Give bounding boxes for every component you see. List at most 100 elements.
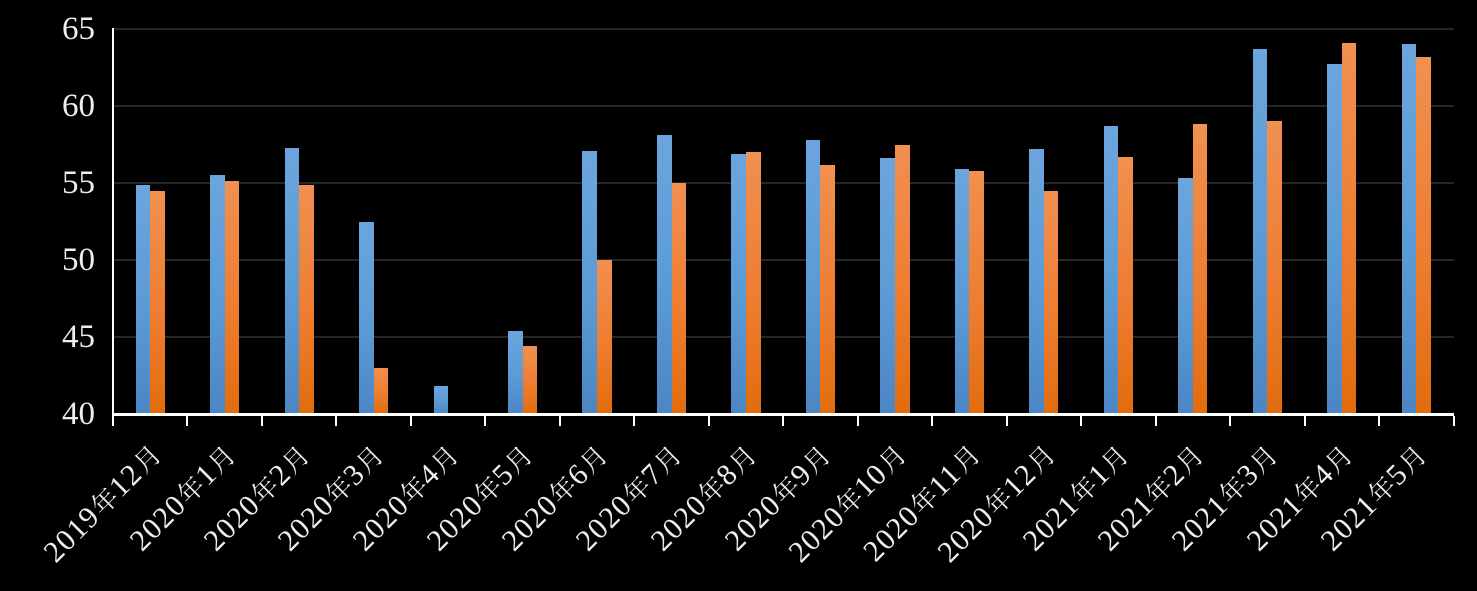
bar-series-orange bbox=[1341, 42, 1357, 414]
glyph-yue bbox=[1177, 446, 1202, 475]
x-axis-label: 20208 bbox=[644, 437, 765, 558]
x-axis-tick bbox=[335, 415, 338, 426]
glyph-nian bbox=[773, 476, 798, 502]
bar-series-orange bbox=[224, 181, 240, 414]
y-axis-label: 50 bbox=[62, 241, 95, 278]
x-axis-label: 20212 bbox=[1091, 437, 1212, 558]
bar-series-blue bbox=[1327, 64, 1342, 414]
glyph-yue bbox=[1326, 446, 1351, 475]
y-axis-label: 55 bbox=[62, 164, 95, 201]
glyph-nian bbox=[911, 486, 936, 512]
y-axis-label: 65 bbox=[62, 10, 95, 47]
bar-series-orange bbox=[1267, 121, 1282, 414]
bar-series-orange bbox=[1416, 56, 1431, 414]
x-axis-tick bbox=[186, 415, 189, 426]
glyph-yue bbox=[1251, 446, 1277, 475]
x-axis-label: 20214 bbox=[1240, 437, 1361, 558]
glyph-nian bbox=[1220, 476, 1245, 502]
bar-series-orange bbox=[1118, 156, 1133, 414]
x-axis-label: 20203 bbox=[271, 437, 392, 558]
glyph-yue bbox=[1102, 446, 1128, 475]
bar-series-blue bbox=[210, 175, 225, 414]
glyph-nian bbox=[1294, 476, 1319, 502]
glyph-nian bbox=[252, 476, 277, 502]
bar-series-orange bbox=[671, 183, 687, 414]
bar-series-orange bbox=[820, 164, 836, 414]
glyph-yue bbox=[655, 446, 681, 475]
x-axis-tick bbox=[260, 415, 263, 426]
gridline bbox=[113, 182, 1454, 184]
bar-series-blue bbox=[1401, 44, 1417, 414]
glyph-yue bbox=[506, 446, 532, 475]
y-axis-line bbox=[111, 28, 114, 416]
bar-series-orange bbox=[894, 144, 910, 414]
y-axis-label: 45 bbox=[62, 318, 95, 355]
x-axis-tick bbox=[558, 415, 561, 426]
glyph-yue bbox=[1400, 446, 1426, 475]
x-axis-label: 20205 bbox=[420, 437, 541, 558]
x-axis-label: 201912 bbox=[37, 437, 169, 569]
gridline bbox=[113, 259, 1454, 261]
bar-series-blue bbox=[1103, 126, 1119, 414]
x-axis-label: 20204 bbox=[346, 437, 467, 558]
glyph-nian bbox=[475, 476, 500, 502]
glyph-nian bbox=[624, 476, 649, 502]
x-axis-tick bbox=[1303, 415, 1306, 426]
bar-series-blue bbox=[1029, 149, 1044, 414]
glyph-nian bbox=[985, 487, 1010, 513]
x-axis-tick bbox=[1229, 415, 1232, 426]
bar-series-blue bbox=[880, 158, 895, 414]
bar-series-orange bbox=[150, 190, 165, 414]
glyph-yue bbox=[1028, 446, 1053, 475]
bar-series-blue bbox=[656, 135, 672, 414]
x-axis-label: 20207 bbox=[569, 437, 690, 558]
glyph-nian bbox=[698, 476, 724, 502]
x-axis-tick bbox=[1005, 415, 1008, 426]
glyph-nian bbox=[177, 476, 202, 502]
bar-series-orange bbox=[522, 346, 538, 414]
bar-series-blue bbox=[954, 169, 970, 414]
x-axis-label: 20215 bbox=[1314, 437, 1435, 558]
x-axis-tick bbox=[931, 415, 934, 426]
x-axis-tick bbox=[1452, 415, 1455, 426]
x-axis-tick bbox=[1378, 415, 1381, 426]
bar-series-orange bbox=[299, 184, 314, 414]
x-axis-label: 20213 bbox=[1165, 437, 1286, 558]
glyph-yue bbox=[432, 446, 457, 475]
gridline bbox=[113, 336, 1454, 338]
x-axis-tick bbox=[633, 415, 636, 426]
bar-series-blue bbox=[582, 150, 598, 414]
glyph-nian bbox=[401, 476, 426, 502]
x-axis-label: 20211 bbox=[1016, 437, 1137, 558]
x-axis-label: 20202 bbox=[197, 437, 318, 558]
glyph-yue bbox=[730, 446, 755, 475]
glyph-nian bbox=[91, 487, 116, 513]
x-axis-tick bbox=[856, 415, 859, 426]
bar-series-blue bbox=[731, 153, 746, 414]
glyph-nian bbox=[836, 487, 861, 513]
bar-series-orange bbox=[969, 170, 985, 414]
bar-series-orange bbox=[373, 367, 389, 414]
x-axis-label: 202011 bbox=[856, 437, 988, 569]
y-axis-label: 60 bbox=[62, 87, 95, 124]
glyph-nian bbox=[326, 476, 351, 502]
bar-series-blue bbox=[359, 221, 374, 414]
glyph-yue bbox=[208, 446, 234, 475]
x-axis-line bbox=[111, 413, 1454, 416]
glyph-yue bbox=[953, 446, 979, 475]
glyph-yue bbox=[581, 446, 606, 475]
glyph-yue bbox=[357, 446, 383, 475]
x-axis-tick bbox=[409, 415, 412, 426]
bar-series-blue bbox=[433, 386, 449, 414]
gridline bbox=[113, 28, 1454, 30]
bar-series-blue bbox=[1178, 178, 1193, 414]
gridline bbox=[113, 105, 1454, 107]
glyph-yue bbox=[283, 446, 308, 475]
bar-series-orange bbox=[746, 152, 761, 414]
x-axis-tick bbox=[1080, 415, 1083, 426]
x-axis-tick bbox=[782, 415, 785, 426]
y-axis-label: 40 bbox=[62, 395, 95, 432]
bar-series-orange bbox=[1043, 190, 1059, 414]
glyph-yue bbox=[804, 446, 830, 475]
